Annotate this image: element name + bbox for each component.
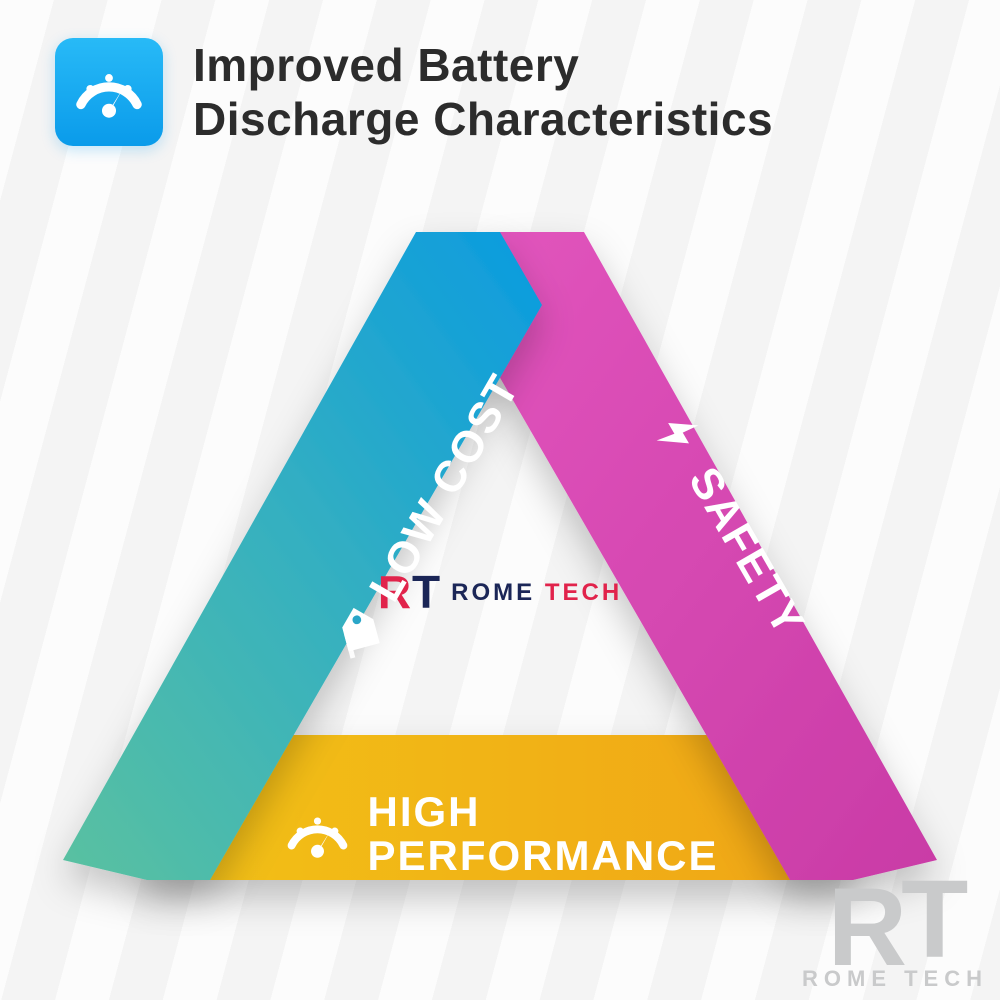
- watermark: RT ROME TECH: [802, 884, 988, 992]
- high-line2: PERFORMANCE: [367, 832, 718, 879]
- high-line1: HIGH: [367, 788, 480, 835]
- wm-t: T: [901, 876, 962, 964]
- gauge-icon: [281, 798, 353, 870]
- logo-text-rome: ROME: [451, 579, 535, 606]
- logo-text-tech: TECH: [545, 579, 622, 606]
- infographic-canvas: Improved Battery Discharge Characteristi…: [0, 0, 1000, 1000]
- label-high-performance: HIGH PERFORMANCE: [281, 790, 718, 878]
